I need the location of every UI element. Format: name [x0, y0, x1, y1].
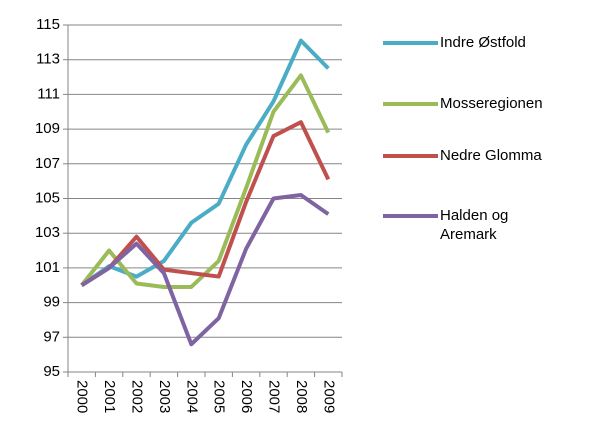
y-tick-label: 99	[43, 294, 60, 311]
legend-label: Mosseregionen	[440, 95, 543, 112]
y-tick-label: 113	[36, 51, 60, 68]
y-tick-label: 97	[43, 328, 60, 345]
series-line	[80, 38, 330, 287]
legend-label: Halden og Aremark	[440, 207, 509, 243]
x-tick-label: 2004	[183, 380, 200, 413]
x-tick-label: 2006	[238, 380, 255, 413]
x-tick-label: 2000	[74, 380, 91, 413]
y-tick-label: 115	[36, 16, 60, 33]
y-tick-label: 109	[35, 120, 60, 137]
y-tick-label: 101	[35, 259, 60, 276]
x-tick-label: 2002	[129, 380, 146, 413]
x-tick-label: 2009	[320, 380, 337, 413]
series-line	[80, 120, 331, 287]
y-tick-label: 105	[35, 189, 60, 206]
x-tick-label: 2008	[293, 380, 310, 413]
legend-label: Nedre Glomma	[440, 147, 542, 164]
y-tick-label: 111	[37, 85, 60, 102]
y-tick-label: 103	[35, 224, 60, 241]
x-tick-label: 2005	[211, 380, 228, 413]
x-tick-label: 2001	[101, 380, 118, 413]
x-tick-label: 2007	[266, 380, 283, 413]
y-tick-label: 107	[35, 155, 60, 172]
y-tick-label: 95	[43, 363, 60, 380]
series-line	[80, 193, 330, 347]
x-tick-label: 2003	[156, 380, 173, 413]
legend-label: Indre Østfold	[440, 34, 526, 51]
